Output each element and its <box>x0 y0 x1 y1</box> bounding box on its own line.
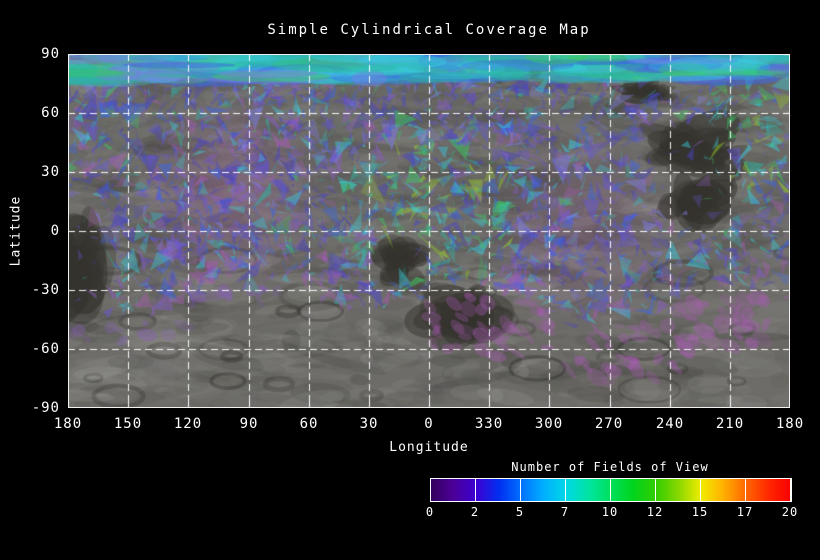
colorbar-tick-label: 0 <box>425 505 435 519</box>
colorbar-tick-label: 5 <box>515 505 525 519</box>
x-axis-tick-label: 210 <box>715 416 745 432</box>
y-axis-tick-label: -60 <box>31 341 60 357</box>
x-axis-tick-label: 30 <box>359 416 379 432</box>
x-axis-tick-label: 150 <box>113 416 143 432</box>
x-axis-tick-label: 90 <box>239 416 259 432</box>
colorbar <box>430 478 792 502</box>
y-axis-tick-label: 60 <box>41 105 60 121</box>
map-canvas <box>68 54 790 408</box>
y-axis-tick-label: 90 <box>41 46 60 62</box>
y-axis-tick-label: 0 <box>50 223 60 239</box>
x-axis-tick-label: 330 <box>474 416 504 432</box>
x-axis-tick-label: 120 <box>173 416 203 432</box>
y-axis-tick-label: 30 <box>41 164 60 180</box>
colorbar-tick-label: 10 <box>601 505 619 519</box>
colorbar-title: Number of Fields of View <box>511 460 709 474</box>
x-axis-tick-label: 180 <box>53 416 83 432</box>
colorbar-tick-label: 20 <box>781 505 799 519</box>
x-axis-tick-label: 180 <box>775 416 805 432</box>
plot-title: Simple Cylindrical Coverage Map <box>267 22 591 38</box>
colorbar-tick-label: 7 <box>560 505 570 519</box>
colorbar-tick-label: 15 <box>691 505 709 519</box>
y-axis-tick-label: -30 <box>31 282 60 298</box>
x-axis-tick-label: 0 <box>424 416 434 432</box>
colorbar-tick-label: 12 <box>646 505 664 519</box>
y-axis-title: Latitude <box>8 195 24 267</box>
x-axis-tick-label: 300 <box>534 416 564 432</box>
y-axis-tick-label: -90 <box>31 400 60 416</box>
colorbar-tick-label: 2 <box>470 505 480 519</box>
colorbar-tick-label: 17 <box>736 505 754 519</box>
x-axis-tick-label: 240 <box>655 416 685 432</box>
x-axis-tick-label: 60 <box>299 416 319 432</box>
x-axis-title: Longitude <box>389 440 469 455</box>
colorbar-dividers <box>431 479 791 501</box>
x-axis-tick-label: 270 <box>594 416 624 432</box>
